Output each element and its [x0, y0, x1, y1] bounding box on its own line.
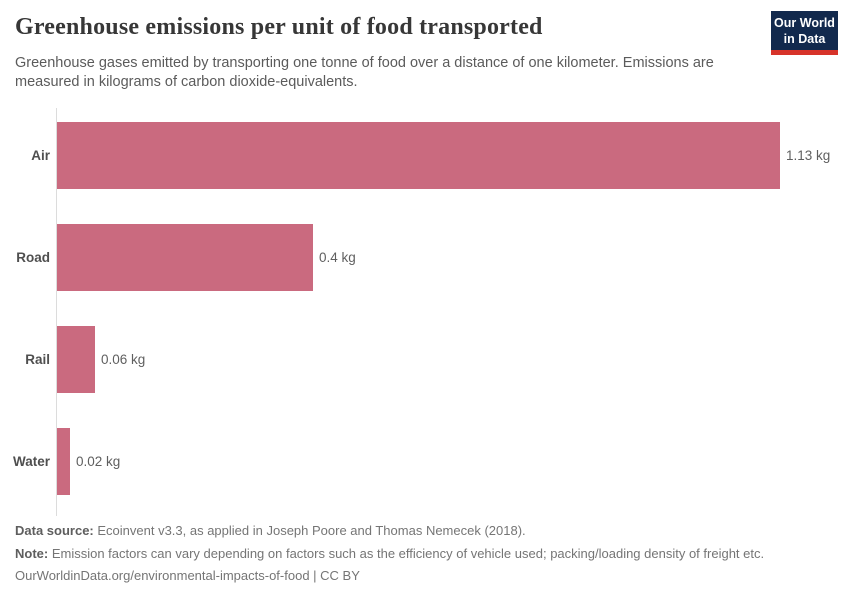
- attribution-line: OurWorldinData.org/environmental-impacts…: [15, 565, 835, 588]
- data-source-label: Data source:: [15, 523, 94, 538]
- bar-chart: Air 1.13 kg Road 0.4 kg Rail 0.06 kg Wat…: [0, 108, 850, 516]
- y-axis-line: [56, 108, 57, 516]
- owid-url-link[interactable]: OurWorldinData.org/environmental-impacts…: [15, 568, 360, 583]
- bar-row: Water 0.02 kg: [0, 428, 850, 495]
- value-label: 0.06 kg: [101, 352, 146, 367]
- data-source-line: Data source: Ecoinvent v3.3, as applied …: [15, 520, 835, 543]
- value-label: 0.4 kg: [319, 250, 356, 265]
- bar-row: Rail 0.06 kg: [0, 326, 850, 393]
- note-text: Emission factors can vary depending on f…: [48, 545, 765, 561]
- value-label: 1.13 kg: [786, 148, 831, 163]
- bar[interactable]: [57, 326, 95, 393]
- note-label: Note:: [15, 545, 49, 561]
- chart-title: Greenhouse emissions per unit of food tr…: [15, 14, 543, 40]
- owid-logo-line1: Our World: [774, 16, 835, 30]
- category-label: Rail: [25, 352, 50, 367]
- owid-logo[interactable]: Our World in Data: [771, 11, 838, 55]
- owid-logo-line2: in Data: [783, 32, 826, 46]
- chart-footer: Data source: Ecoinvent v3.3, as applied …: [15, 520, 835, 588]
- bar[interactable]: [57, 122, 780, 189]
- data-source-text: Ecoinvent v3.3, as applied in Joseph Poo…: [93, 523, 526, 538]
- value-label: 0.02 kg: [76, 454, 121, 469]
- note-line: Note: Emission factors can vary dependin…: [15, 543, 835, 566]
- chart-subtitle: Greenhouse gases emitted by transporting…: [15, 55, 714, 91]
- bar-row: Air 1.13 kg: [0, 122, 850, 189]
- bar[interactable]: [57, 428, 70, 495]
- bar[interactable]: [57, 224, 313, 291]
- category-label: Air: [31, 148, 50, 163]
- bar-row: Road 0.4 kg: [0, 224, 850, 291]
- category-label: Road: [16, 250, 50, 265]
- category-label: Water: [12, 454, 50, 469]
